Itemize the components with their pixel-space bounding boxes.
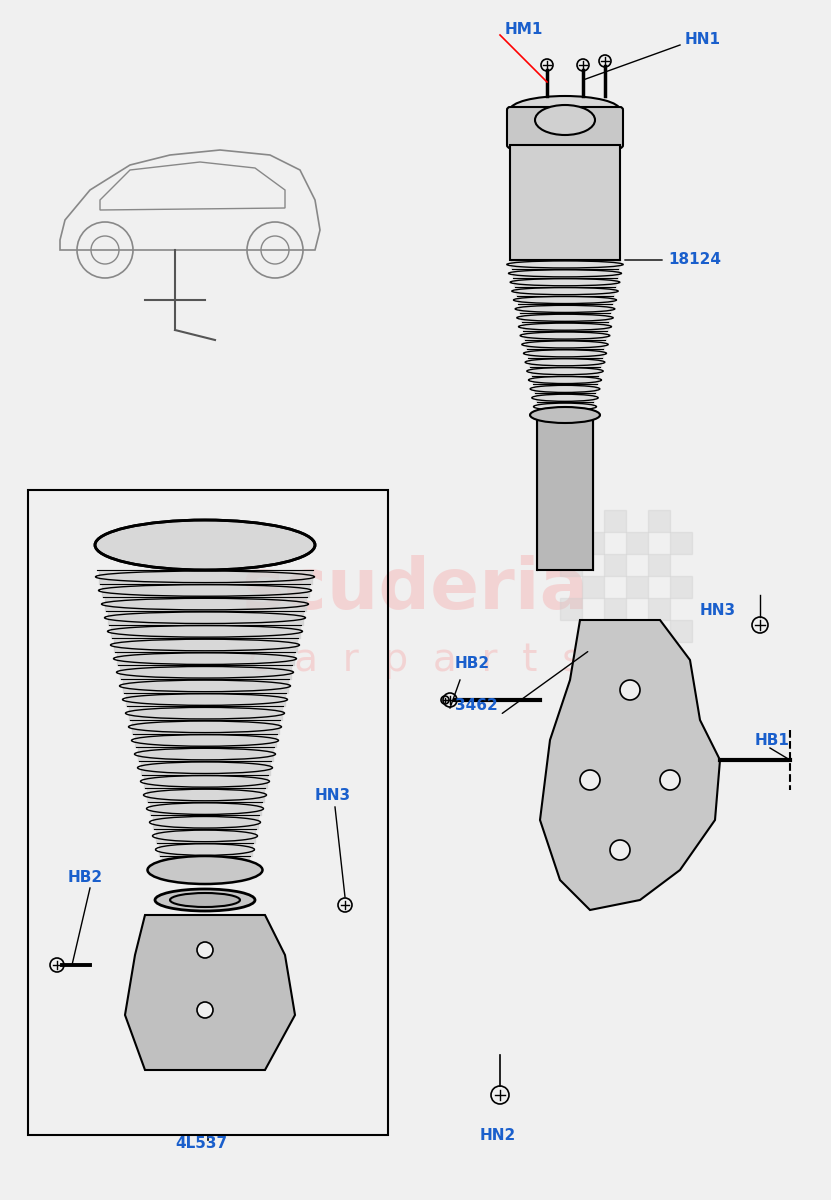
Bar xyxy=(604,510,626,532)
Circle shape xyxy=(197,1002,213,1018)
Text: 4L537: 4L537 xyxy=(175,1136,227,1151)
Text: HN2: HN2 xyxy=(480,1128,516,1142)
Bar xyxy=(648,598,670,620)
Text: HN3: HN3 xyxy=(315,788,352,803)
Bar xyxy=(604,554,626,576)
FancyBboxPatch shape xyxy=(507,107,623,148)
Bar xyxy=(670,576,692,598)
Bar xyxy=(560,598,582,620)
Ellipse shape xyxy=(147,856,263,884)
Circle shape xyxy=(660,770,680,790)
Bar xyxy=(626,576,648,598)
Bar xyxy=(648,510,670,532)
Text: HB2: HB2 xyxy=(455,656,490,671)
Circle shape xyxy=(197,942,213,958)
Bar xyxy=(626,620,648,642)
Polygon shape xyxy=(125,914,295,1070)
Circle shape xyxy=(610,840,630,860)
Ellipse shape xyxy=(155,889,255,911)
Text: scuderia: scuderia xyxy=(241,556,588,624)
Ellipse shape xyxy=(170,893,240,907)
Bar xyxy=(560,510,582,532)
Text: 18124: 18124 xyxy=(668,252,721,268)
Ellipse shape xyxy=(510,96,620,124)
Bar xyxy=(28,490,388,1135)
Polygon shape xyxy=(540,620,720,910)
Bar xyxy=(582,620,604,642)
Ellipse shape xyxy=(530,407,600,422)
Bar xyxy=(582,532,604,554)
Bar xyxy=(582,576,604,598)
Bar xyxy=(537,420,593,570)
Bar xyxy=(560,554,582,576)
Text: HN3: HN3 xyxy=(700,602,736,618)
Text: HN1: HN1 xyxy=(685,32,721,48)
Bar xyxy=(604,598,626,620)
Text: c  a  r  p  a  r  t  s: c a r p a r t s xyxy=(248,641,583,679)
Bar xyxy=(670,620,692,642)
Ellipse shape xyxy=(95,520,315,570)
Bar xyxy=(626,532,648,554)
Ellipse shape xyxy=(535,104,595,134)
Bar xyxy=(510,145,620,260)
Text: HM1: HM1 xyxy=(505,23,543,37)
Bar xyxy=(648,554,670,576)
Circle shape xyxy=(580,770,600,790)
Text: HB2: HB2 xyxy=(68,870,103,886)
Bar xyxy=(670,532,692,554)
Text: HB1: HB1 xyxy=(755,733,790,748)
Text: 3462: 3462 xyxy=(455,698,498,713)
Circle shape xyxy=(620,680,640,700)
